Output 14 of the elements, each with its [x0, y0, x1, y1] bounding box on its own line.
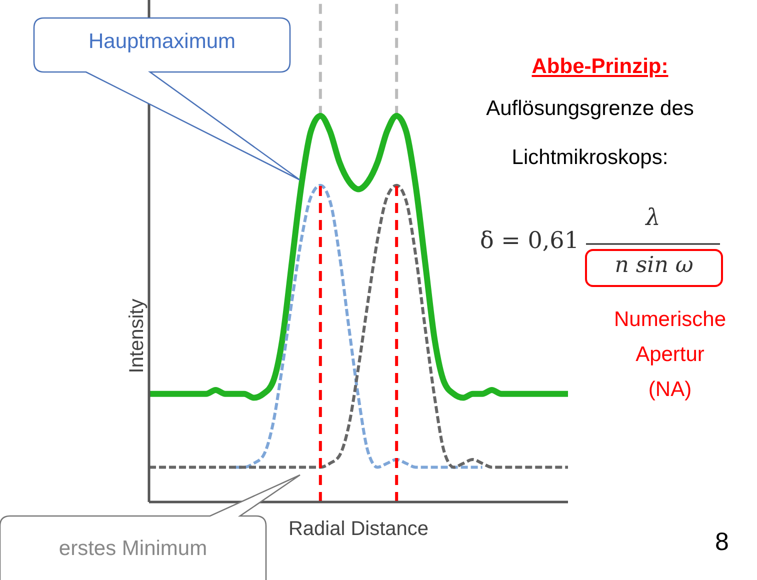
text: λ: [644, 205, 662, 231]
text: Abbe-Prinzip:: [530, 55, 670, 79]
text: Apertur: [634, 343, 706, 367]
text: erstes Minimum: [58, 537, 208, 561]
text: Hauptmaximum: [87, 30, 237, 54]
text: 8: [715, 528, 729, 557]
annotation: Lichtmikroskops:: [510, 146, 670, 170]
text: Numerische: [612, 308, 728, 332]
text: (NA): [647, 378, 693, 402]
annotation: Auflösungsgrenze des: [485, 97, 695, 121]
annotation: δ = 0,61: [480, 228, 579, 254]
text: n sin ω: [614, 253, 694, 278]
y-axis-title: Intensity: [126, 298, 148, 374]
x-axis-title: Radial Distance: [288, 518, 429, 540]
